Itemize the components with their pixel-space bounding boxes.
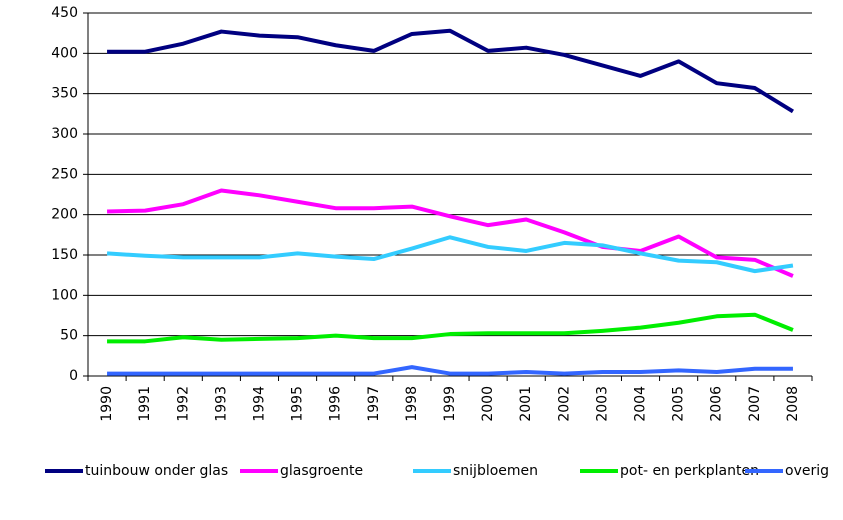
- x-tick-label: 1990: [99, 386, 115, 422]
- x-tick-label: 1995: [290, 386, 306, 422]
- x-tick-label: 1993: [213, 386, 229, 422]
- y-tick-label: 0: [69, 368, 78, 384]
- x-tick-label: 2007: [747, 386, 763, 422]
- y-tick-label: 350: [51, 86, 78, 102]
- series-line: [107, 188, 794, 278]
- x-tick-label: 2001: [518, 386, 534, 422]
- x-tick-label: 2002: [556, 386, 572, 422]
- y-tick-label: 450: [51, 5, 78, 21]
- y-tick-label: 250: [51, 166, 78, 182]
- legend-label: overig: [785, 463, 829, 479]
- x-tick-label: 1994: [251, 386, 267, 422]
- x-tick-label: 2008: [785, 386, 801, 422]
- x-tick-label: 2003: [594, 386, 610, 422]
- y-tick-label: 200: [51, 207, 78, 223]
- x-tick-label: 2000: [480, 386, 496, 422]
- legend-label: glasgroente: [280, 463, 363, 479]
- y-tick-label: 300: [51, 126, 78, 142]
- y-tick-label: 50: [60, 328, 78, 344]
- legend-label: pot- en perkplanten: [620, 463, 759, 479]
- x-tick-label: 1991: [137, 386, 153, 422]
- y-tick-label: 150: [51, 247, 78, 263]
- x-tick-label: 1998: [404, 386, 420, 422]
- legend-label: tuinbouw onder glas: [85, 463, 228, 479]
- x-tick-label: 2006: [709, 386, 725, 422]
- series-line: [107, 28, 794, 114]
- series-line: [107, 365, 793, 376]
- x-tick-label: 1999: [442, 386, 458, 422]
- x-tick-label: 1996: [328, 386, 344, 422]
- x-tick-label: 1992: [175, 386, 191, 422]
- series-line: [107, 312, 794, 344]
- y-tick-label: 100: [51, 287, 78, 303]
- legend-label: snijbloemen: [453, 463, 538, 479]
- x-tick-label: 2004: [633, 386, 649, 422]
- y-tick-label: 400: [51, 45, 78, 61]
- series-line: [106, 235, 794, 274]
- x-tick-label: 1997: [366, 386, 382, 422]
- x-tick-label: 2005: [671, 386, 687, 422]
